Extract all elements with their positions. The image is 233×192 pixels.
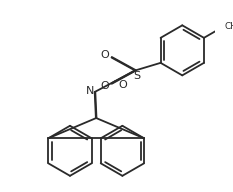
Text: N: N xyxy=(86,86,94,96)
Text: O: O xyxy=(118,80,127,90)
Text: O: O xyxy=(101,50,109,60)
Text: S: S xyxy=(133,71,140,81)
Text: CH₃: CH₃ xyxy=(225,22,233,31)
Text: O: O xyxy=(101,81,109,91)
